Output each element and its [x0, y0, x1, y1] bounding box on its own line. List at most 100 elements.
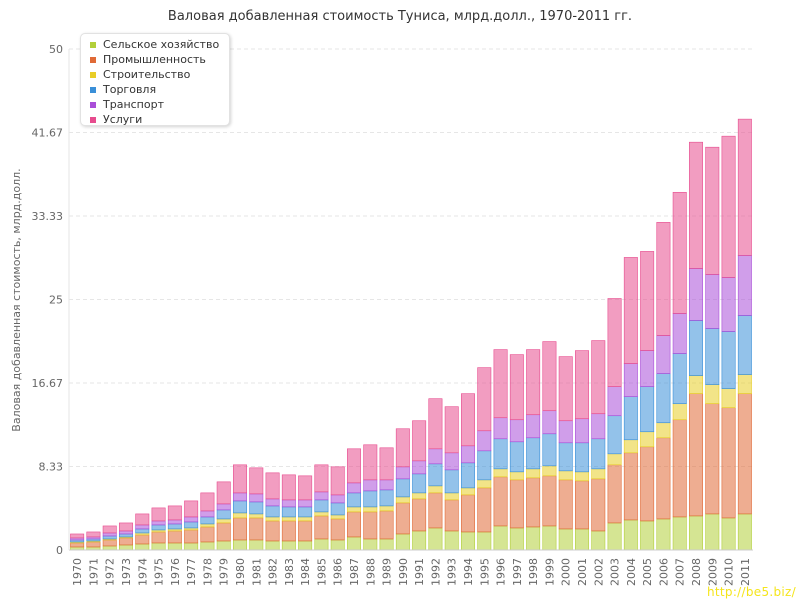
bar-segment: [330, 494, 345, 504]
bar-segment: [281, 474, 296, 501]
legend-item[interactable]: Торговля: [81, 82, 229, 97]
bar-segment: [200, 541, 215, 551]
bar-segment: [314, 491, 329, 501]
x-tick-label: 1980: [234, 558, 247, 586]
bar-segment: [330, 518, 345, 541]
bar-segment: [493, 468, 508, 478]
bar-segment: [444, 406, 459, 454]
bar-segment: [200, 510, 215, 518]
bar-segment: [493, 476, 508, 527]
legend-item[interactable]: Промышленность: [81, 52, 229, 67]
x-tick-label: 1978: [201, 558, 214, 586]
x-tick-label: 1974: [136, 558, 149, 586]
bar-segment: [428, 463, 443, 487]
bar-segment: [607, 298, 622, 387]
x-tick-label: 1976: [169, 558, 182, 586]
bar-segment: [737, 255, 752, 316]
bar-segment: [119, 530, 133, 535]
y-tick-label: 41.67: [32, 126, 64, 139]
legend-item[interactable]: Сельское хозяйство: [81, 37, 229, 52]
bar-segment: [265, 498, 280, 507]
bar-segment: [542, 410, 557, 435]
bar-segment: [233, 492, 247, 502]
bar-segment: [184, 521, 199, 529]
y-tick-label: 33.33: [32, 210, 64, 223]
bar-segment: [542, 465, 557, 477]
bar-segment: [493, 438, 508, 470]
bar-segment: [151, 531, 166, 544]
bar-segment: [526, 468, 541, 479]
bar-segment: [330, 514, 345, 520]
bar-segment: [623, 257, 638, 364]
bar-segment: [721, 388, 736, 409]
bar-segment: [509, 527, 524, 551]
bar-segment: [314, 515, 329, 540]
legend-item[interactable]: Транспорт: [81, 97, 229, 112]
x-tick-label: 2004: [625, 558, 638, 586]
x-tick-label: 1971: [87, 558, 100, 586]
bar-segment: [623, 439, 638, 454]
bar-segment: [298, 506, 313, 518]
bar-segment: [86, 541, 101, 548]
y-tick-label: 0: [56, 544, 63, 557]
x-tick-label: 1991: [413, 558, 426, 586]
x-tick-label: 1981: [250, 558, 263, 586]
bar-segment: [216, 522, 231, 542]
x-tick-label: 1987: [348, 558, 361, 586]
watermark: http://be5.biz/: [706, 585, 796, 599]
bar-segment: [623, 363, 638, 398]
x-tick-label: 2007: [674, 558, 687, 586]
bar-segment: [477, 487, 492, 533]
x-tick-label: 1972: [104, 558, 117, 586]
bar-segment: [379, 479, 394, 491]
bar-segment: [363, 506, 378, 513]
bar-segment: [542, 475, 557, 527]
legend-item[interactable]: Услуги: [81, 112, 229, 127]
x-tick-label: 1979: [218, 558, 231, 586]
bar-segment: [135, 513, 150, 526]
bar-segment: [737, 118, 752, 256]
bar-segment: [281, 516, 296, 522]
x-tick-label: 1985: [315, 558, 328, 586]
bar-segment: [607, 386, 622, 417]
bar-segment: [640, 251, 655, 351]
bar-segment: [347, 482, 361, 494]
bar-segment: [249, 517, 264, 541]
bar-segment: [737, 513, 752, 551]
bar-segment: [379, 538, 394, 551]
bar-segment: [591, 413, 606, 440]
bar-segment: [347, 536, 361, 551]
bar-segment: [363, 444, 378, 481]
x-tick-label: 1983: [283, 558, 296, 586]
bar-segment: [330, 466, 345, 496]
x-tick-label: 2008: [690, 558, 703, 586]
bar-segment: [672, 191, 687, 314]
bar-segment: [184, 516, 199, 523]
x-tick-label: 1977: [185, 558, 198, 586]
bar-segment: [167, 530, 182, 544]
bar-segment: [233, 539, 247, 551]
bar-segment: [298, 516, 313, 522]
bar-segment: [705, 274, 720, 329]
bar-segment: [721, 517, 736, 551]
bar-segment: [591, 438, 606, 470]
bar-segment: [705, 513, 720, 551]
bar-segment: [705, 384, 720, 405]
bar-segment: [347, 448, 361, 484]
bar-segment: [461, 487, 475, 496]
bar-segment: [689, 393, 703, 517]
bar-segment: [281, 520, 296, 542]
bar-segment: [167, 523, 182, 530]
bar-segment: [623, 452, 638, 521]
legend-item[interactable]: Строительство: [81, 67, 229, 82]
bar-segment: [119, 522, 133, 532]
bar-segment: [509, 354, 524, 421]
bar-segment: [119, 533, 133, 538]
x-tick-label: 1992: [429, 558, 442, 586]
bar-segment: [737, 315, 752, 375]
x-tick-label: 1996: [495, 558, 508, 586]
y-tick-label: 50: [49, 43, 63, 56]
legend-swatch: [90, 101, 96, 108]
bar-segment: [379, 510, 394, 540]
bar-segment: [70, 533, 85, 539]
